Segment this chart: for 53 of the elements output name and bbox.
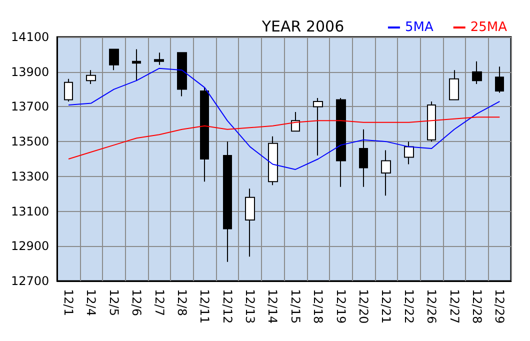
x-tick-label: 12/12 — [220, 289, 234, 324]
candlestick — [336, 98, 346, 188]
candlestick — [200, 87, 209, 182]
x-tick-label: 12/28 — [470, 289, 484, 324]
x-tick-label: 12/14 — [266, 289, 280, 324]
x-tick-label: 12/21 — [379, 289, 394, 324]
x-tick-label: 12/29 — [492, 289, 507, 324]
x-tick-label: 12/8 — [174, 289, 189, 316]
x-tick-label: 12/20 — [356, 289, 371, 324]
y-tick-label: 13500 — [10, 134, 50, 149]
x-tick-label: 12/19 — [334, 289, 348, 324]
x-tick-label: 12/15 — [288, 289, 302, 324]
x-tick-label: 12/18 — [311, 289, 326, 324]
x-tick-label: 12/26 — [424, 289, 439, 324]
candlestick — [154, 52, 164, 66]
x-tick-label: 12/5 — [106, 289, 121, 316]
candlestick — [64, 78, 73, 102]
candlestick — [245, 188, 255, 258]
candlestick — [495, 66, 504, 94]
candlestick — [223, 141, 232, 262]
chart-title: YEAR 2006 — [260, 18, 344, 36]
candlestick — [472, 60, 482, 85]
line-series — [68, 116, 500, 160]
candlestick — [132, 48, 141, 82]
y-tick-label: 14100 — [10, 30, 50, 44]
candlestick — [268, 136, 278, 186]
candlestick — [359, 128, 368, 188]
x-tick-label: 12/1 — [62, 289, 76, 316]
candlestick — [427, 100, 436, 142]
y-tick-label: 13900 — [10, 64, 50, 79]
y-tick-label: 12900 — [10, 239, 50, 254]
y-tick-label: 13700 — [10, 100, 50, 114]
y-tick-label: 13100 — [10, 204, 50, 218]
y-tick-label: 13300 — [10, 169, 50, 184]
x-tick-label: 12/7 — [152, 289, 166, 316]
x-tick-label: 12/27 — [447, 289, 462, 324]
candlestick — [177, 52, 187, 97]
candlestick — [381, 150, 391, 196]
x-tick-label: 12/4 — [84, 289, 98, 316]
candlestick — [404, 141, 414, 165]
line-series — [68, 68, 500, 170]
x-tick-label: 12/22 — [402, 289, 416, 324]
legend-label: 25MA — [470, 20, 508, 35]
x-tick-label: 12/13 — [243, 289, 258, 324]
legend-label: 5MA — [404, 20, 434, 35]
x-tick-label: 12/6 — [130, 289, 144, 316]
candlestick — [86, 70, 96, 85]
candlestick — [109, 48, 119, 71]
candlestick — [313, 98, 323, 156]
x-tick-label: 12/11 — [198, 289, 212, 324]
y-tick-label: 12700 — [10, 274, 50, 288]
candlestick — [449, 70, 459, 100]
candlestick — [291, 111, 300, 132]
